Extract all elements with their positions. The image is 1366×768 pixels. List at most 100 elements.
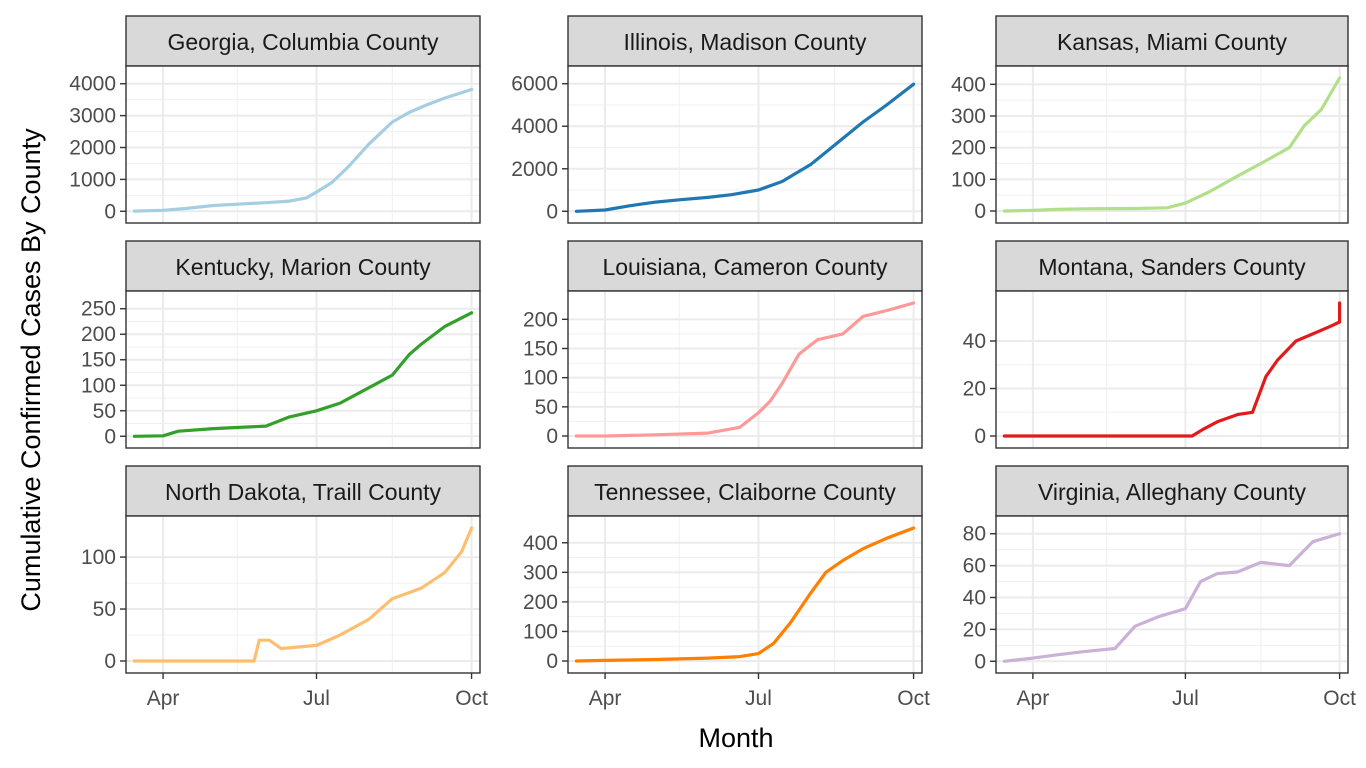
panel-strip	[567, 15, 923, 67]
panel-strip	[125, 15, 481, 67]
y-tick-label: 0	[546, 425, 558, 448]
y-tick-label: 3000	[69, 105, 116, 128]
y-tick-label: 40	[963, 330, 986, 353]
x-tick-label: Apr	[1017, 687, 1050, 710]
y-tick-label: 0	[974, 425, 986, 448]
y-tick-label: 200	[81, 323, 116, 346]
y-tick-label: 150	[81, 349, 116, 372]
panel-title: Montana, Sanders County	[1038, 254, 1306, 280]
panel-louisiana-cameron-county: Louisiana, Cameron County 0 50 100 150 200	[523, 240, 923, 449]
y-tick-label: 2000	[511, 158, 558, 181]
panel-kansas-miami-county: Kansas, Miami County 0 100 200 300 400	[951, 15, 1349, 224]
y-tick-label: 0	[974, 200, 986, 223]
y-tick-label: 50	[93, 400, 116, 423]
y-tick-label: 1000	[69, 168, 116, 191]
panel-illinois-madison-county: Illinois, Madison County 0 2000 4000 6000	[511, 15, 923, 224]
panel-strip	[567, 240, 923, 292]
y-tick-label: 60	[963, 555, 986, 578]
y-tick-label: 50	[535, 396, 558, 419]
y-tick-label: 400	[523, 532, 558, 555]
y-tick-label: 300	[523, 561, 558, 584]
panel-border	[567, 515, 923, 674]
x-tick-label: Jul	[745, 687, 772, 710]
panel-border	[567, 290, 923, 449]
plot-background	[568, 516, 922, 673]
panel-title: Tennessee, Claiborne County	[594, 479, 896, 505]
plot-background	[126, 291, 480, 448]
plot-background	[126, 516, 480, 673]
x-axis-title: Month	[698, 723, 773, 753]
panel-border	[125, 515, 481, 674]
panel-montana-sanders-county: Montana, Sanders County 0 20 40	[963, 240, 1349, 449]
y-tick-label: 100	[951, 168, 986, 191]
y-tick-label: 200	[523, 308, 558, 331]
x-tick-label: Apr	[589, 687, 622, 710]
series-line	[574, 82, 916, 213]
x-tick-label: Oct	[455, 687, 488, 710]
x-tick-label: Oct	[1323, 687, 1356, 710]
series-line	[1002, 532, 1342, 663]
panel-strip	[995, 15, 1349, 67]
series-line	[574, 301, 916, 438]
panel-border	[125, 65, 481, 224]
x-tick-label: Apr	[147, 687, 180, 710]
series-line	[574, 526, 916, 663]
y-tick-label: 100	[523, 620, 558, 643]
y-tick-label: 100	[81, 374, 116, 397]
y-tick-label: 4000	[511, 115, 558, 138]
y-tick-label: 200	[951, 137, 986, 160]
panel-border	[567, 65, 923, 224]
panel-title: Kentucky, Marion County	[175, 254, 431, 280]
series-line	[132, 311, 474, 438]
panel-border	[995, 515, 1349, 674]
series-line	[132, 526, 474, 663]
panel-border	[995, 290, 1349, 449]
y-tick-label: 0	[546, 200, 558, 223]
y-tick-label: 40	[963, 587, 986, 610]
y-tick-label: 0	[974, 650, 986, 673]
y-tick-label: 150	[523, 337, 558, 360]
y-tick-label: 0	[104, 425, 116, 448]
panel-title: Virginia, Alleghany County	[1038, 479, 1307, 505]
panel-georgia-columbia-county: Georgia, Columbia County 0 1000 2000 3000 400…	[69, 15, 481, 224]
series-line	[1002, 301, 1342, 438]
y-tick-label: 0	[104, 200, 116, 223]
plot-background	[996, 516, 1348, 673]
y-tick-label: 300	[951, 105, 986, 128]
y-tick-label: 100	[81, 546, 116, 569]
series-line	[1002, 76, 1342, 213]
y-tick-label: 20	[963, 618, 986, 641]
panel-virginia-alleghany-county: Virginia, Alleghany County 0 20 40 60 80 Apr Ju…	[963, 465, 1356, 710]
y-tick-label: 0	[104, 650, 116, 673]
y-tick-label: 4000	[69, 73, 116, 96]
y-tick-label: 200	[523, 591, 558, 614]
panel-strip	[125, 240, 481, 292]
series-line	[132, 87, 474, 213]
panel-title: Louisiana, Cameron County	[602, 254, 888, 280]
plot-background	[126, 66, 480, 223]
panel-strip	[995, 465, 1349, 517]
y-tick-label: 2000	[69, 137, 116, 160]
y-tick-label: 80	[963, 523, 986, 546]
x-tick-label: Jul	[303, 687, 330, 710]
y-tick-label: 50	[93, 598, 116, 621]
panel-border	[125, 290, 481, 449]
plot-background	[568, 66, 922, 223]
x-tick-label: Jul	[1172, 687, 1199, 710]
y-tick-label: 100	[523, 367, 558, 390]
panel-title: Georgia, Columbia County	[167, 29, 439, 55]
plot-background	[996, 66, 1348, 223]
panel-title: Kansas, Miami County	[1057, 29, 1288, 55]
x-tick-label: Oct	[897, 687, 930, 710]
panel-title: North Dakota, Traill County	[165, 479, 442, 505]
panel-strip	[567, 465, 923, 517]
panel-border	[995, 65, 1349, 224]
y-tick-label: 250	[81, 298, 116, 321]
y-tick-label: 0	[546, 650, 558, 673]
y-tick-label: 6000	[511, 73, 558, 96]
plot-background	[996, 291, 1348, 448]
y-tick-label: 400	[951, 73, 986, 96]
y-axis-title: Cumulative Confirmed Cases By County	[16, 128, 46, 612]
